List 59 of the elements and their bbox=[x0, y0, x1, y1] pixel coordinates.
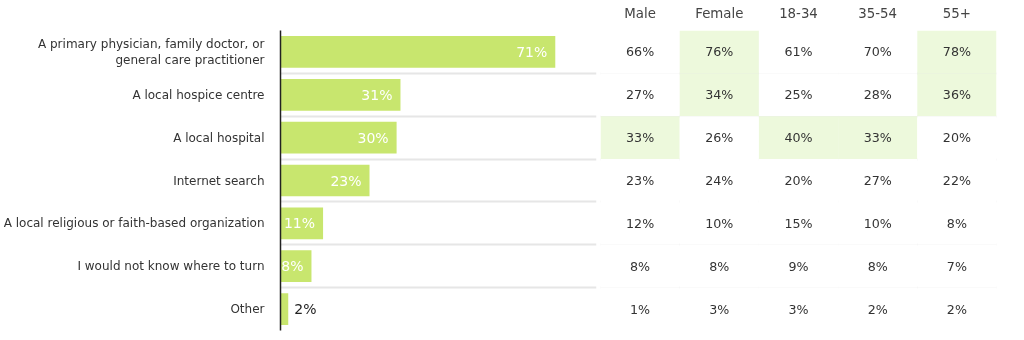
data-label: 71% bbox=[516, 43, 548, 60]
data-label: 27% bbox=[626, 87, 655, 103]
data-label: 36% bbox=[942, 87, 971, 103]
data-label: 76% bbox=[705, 44, 734, 60]
data-label: 33% bbox=[626, 130, 655, 146]
data-label: 23% bbox=[330, 172, 362, 189]
data-label: 8% bbox=[281, 258, 304, 275]
data-label: 24% bbox=[705, 173, 734, 188]
bar bbox=[280, 164, 370, 197]
y-tick-label: I would not know where to turn bbox=[77, 259, 265, 274]
x-tick-label: 18-34 bbox=[779, 5, 818, 21]
data-label: 11% bbox=[283, 215, 316, 232]
data-label: 3% bbox=[709, 301, 730, 317]
data-label: 26% bbox=[705, 130, 734, 146]
bar bbox=[280, 293, 289, 325]
data-label: 2% bbox=[946, 301, 967, 317]
data-label: 40% bbox=[784, 130, 813, 146]
data-label: 70% bbox=[863, 44, 892, 60]
data-label: 20% bbox=[942, 130, 971, 146]
data-label: 30% bbox=[357, 129, 389, 146]
y-tick-label: A local hospice centre bbox=[132, 87, 265, 102]
data-label: 9% bbox=[788, 258, 809, 274]
y-tick-label: A local religious or faith-based organization bbox=[3, 216, 265, 231]
data-label: 33% bbox=[863, 130, 892, 146]
data-label: 20% bbox=[784, 173, 813, 188]
data-label: 7% bbox=[946, 258, 967, 274]
data-label: 23% bbox=[626, 173, 655, 188]
data-label: 28% bbox=[863, 87, 892, 103]
data-label: 78% bbox=[942, 44, 971, 60]
data-label: 27% bbox=[863, 173, 892, 188]
data-label: 8% bbox=[630, 258, 651, 274]
data-label: 3% bbox=[788, 301, 809, 317]
y-tick-label: A primary physician, family doctor, or general care practitioner bbox=[37, 36, 265, 68]
bar bbox=[280, 121, 397, 154]
data-label: 61% bbox=[784, 44, 813, 60]
bar bbox=[280, 78, 401, 111]
y-tick-label: Internet search bbox=[173, 173, 265, 188]
bar bbox=[280, 36, 556, 68]
data-label: 10% bbox=[705, 215, 734, 231]
data-label: 31% bbox=[361, 86, 393, 103]
data-label: 22% bbox=[942, 173, 971, 188]
data-label: 10% bbox=[863, 215, 892, 231]
y-tick-label: A local hospital bbox=[173, 130, 265, 145]
x-tick-label: Male bbox=[624, 5, 656, 21]
data-label: 2% bbox=[867, 301, 888, 317]
data-label: 66% bbox=[626, 44, 655, 60]
data-label: 8% bbox=[867, 258, 888, 274]
data-label: 12% bbox=[626, 215, 655, 231]
x-tick-label: Female bbox=[695, 5, 744, 21]
data-label: 8% bbox=[946, 215, 967, 231]
data-label: 15% bbox=[784, 215, 813, 231]
data-label: 1% bbox=[630, 301, 651, 317]
data-label: 25% bbox=[784, 87, 813, 103]
x-tick-label: 55+ bbox=[942, 5, 971, 21]
x-tick-label: 35-54 bbox=[858, 5, 898, 21]
data-label: 2% bbox=[294, 301, 317, 318]
y-tick-label: Other bbox=[230, 302, 265, 317]
data-label: 8% bbox=[709, 258, 730, 274]
data-label: 34% bbox=[705, 87, 734, 103]
